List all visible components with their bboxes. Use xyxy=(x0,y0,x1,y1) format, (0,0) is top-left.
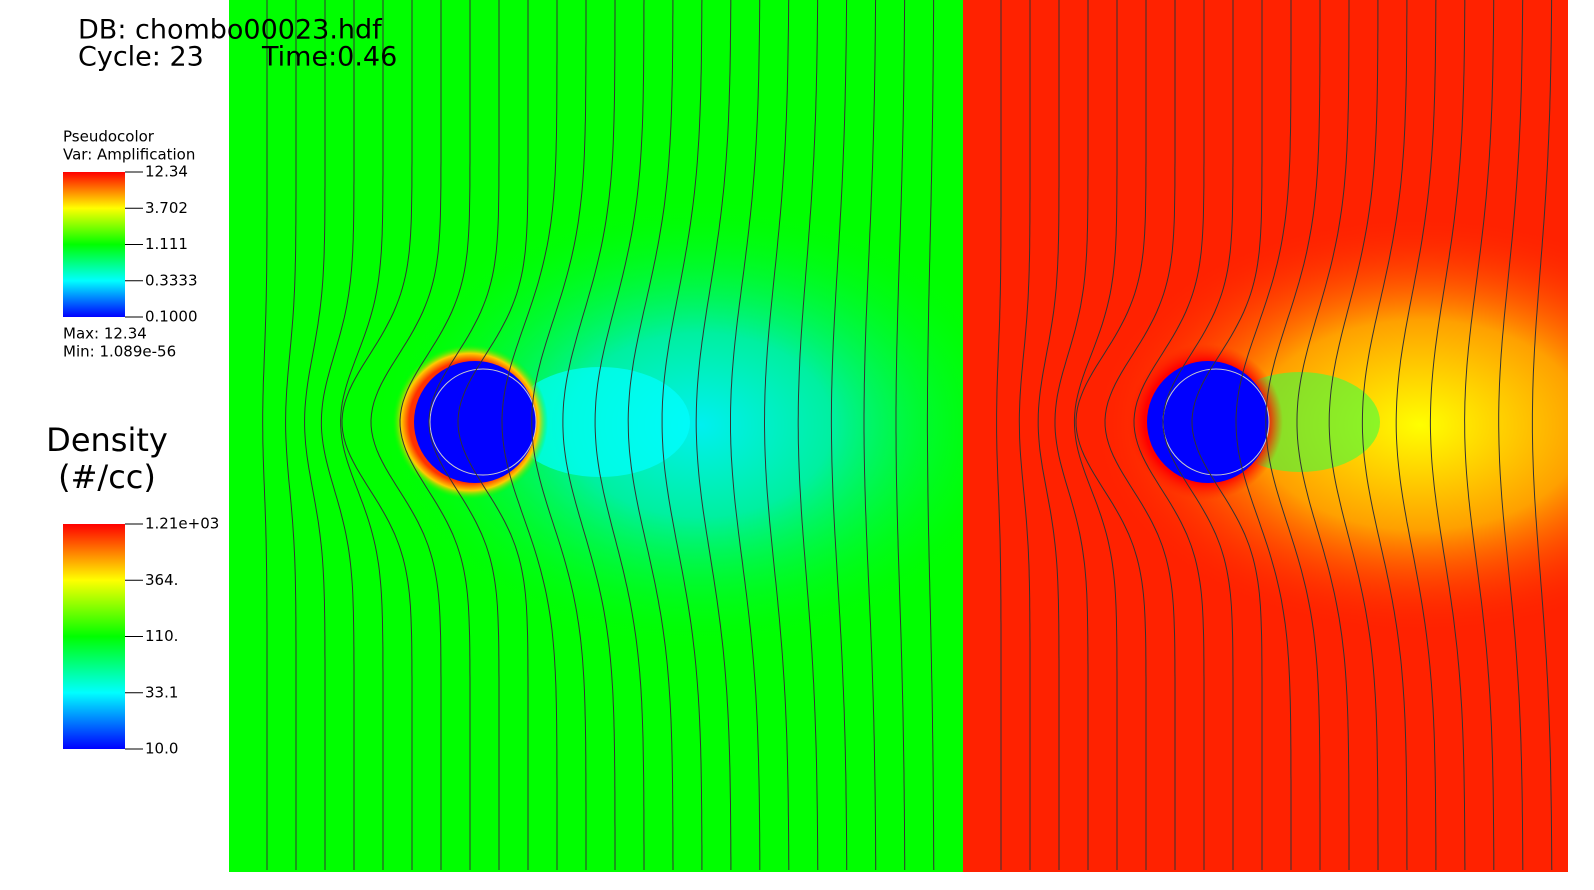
field-line xyxy=(1037,0,1060,870)
field-line xyxy=(340,0,384,870)
legend-tick-label: 1.21e+03 xyxy=(145,515,219,533)
field-line xyxy=(428,0,500,870)
legend-tick-label: 1.111 xyxy=(145,235,188,253)
field-line xyxy=(1235,0,1292,870)
obstacle xyxy=(1147,361,1269,483)
colorbar xyxy=(63,524,125,749)
field-line xyxy=(1162,0,1234,870)
legend-tick-label: 0.3333 xyxy=(145,271,198,289)
field-line xyxy=(996,0,1002,870)
legend-variable: Var: Amplification xyxy=(63,146,195,164)
field-line xyxy=(594,0,645,870)
field-line xyxy=(562,0,616,870)
field-line xyxy=(1133,0,1205,870)
field-lines xyxy=(262,0,1553,871)
field-line xyxy=(1191,0,1263,870)
legend-tick-label: 33.1 xyxy=(145,683,178,701)
legend-title: (#/cc) xyxy=(58,458,156,496)
field-line xyxy=(895,0,906,870)
db-label: DB: chombo00023.hdf xyxy=(78,15,383,46)
field-line xyxy=(370,0,442,870)
field-line xyxy=(1531,0,1553,871)
legend-tick-label: 364. xyxy=(145,571,178,589)
legend-title: Pseudocolor xyxy=(63,128,155,146)
field-line xyxy=(1104,0,1176,870)
field-line xyxy=(1018,0,1031,870)
field-line xyxy=(764,0,790,870)
field-line xyxy=(1498,0,1524,870)
cycle-label: Cycle: 23 xyxy=(78,42,204,73)
field-line xyxy=(501,0,558,870)
legend-tick-label: 12.34 xyxy=(145,163,188,181)
legend-tick-label: 0.1000 xyxy=(145,308,198,326)
field-line xyxy=(1296,0,1350,870)
field-line xyxy=(661,0,703,870)
legend-tick-label: 10.0 xyxy=(145,740,178,758)
time-label: Time:0.46 xyxy=(261,42,397,73)
legend-max: Max: 12.34 xyxy=(63,325,147,343)
wake-core xyxy=(510,367,690,477)
legend-tick-label: 3.702 xyxy=(145,199,188,217)
field-line xyxy=(1361,0,1408,871)
field-line xyxy=(1395,0,1437,870)
contour xyxy=(429,368,537,476)
field-line xyxy=(1328,0,1379,870)
field-line xyxy=(863,0,877,870)
field-line xyxy=(695,0,732,870)
colorbar xyxy=(63,172,125,317)
legend-title: Density xyxy=(46,421,168,459)
legend-min: Min: 1.089e-56 xyxy=(63,343,176,361)
field-line xyxy=(1429,0,1466,870)
field-line xyxy=(797,0,819,871)
field-line xyxy=(304,0,326,870)
field-line xyxy=(830,0,848,870)
legend-tick-label: 110. xyxy=(145,627,178,645)
field-line xyxy=(320,0,355,870)
field-line xyxy=(1075,0,1147,870)
field-line xyxy=(531,0,587,870)
field-line xyxy=(341,0,413,870)
field-line xyxy=(1464,0,1495,870)
field-line xyxy=(399,0,471,870)
field-line xyxy=(926,0,935,871)
obstacle xyxy=(414,361,536,483)
field-line xyxy=(1265,0,1321,870)
field-line xyxy=(1073,0,1118,870)
field-line xyxy=(627,0,674,870)
field-line xyxy=(730,0,761,870)
field-line xyxy=(457,0,529,870)
field-line xyxy=(1054,0,1089,870)
field-line xyxy=(285,0,297,870)
field-line xyxy=(262,0,268,870)
